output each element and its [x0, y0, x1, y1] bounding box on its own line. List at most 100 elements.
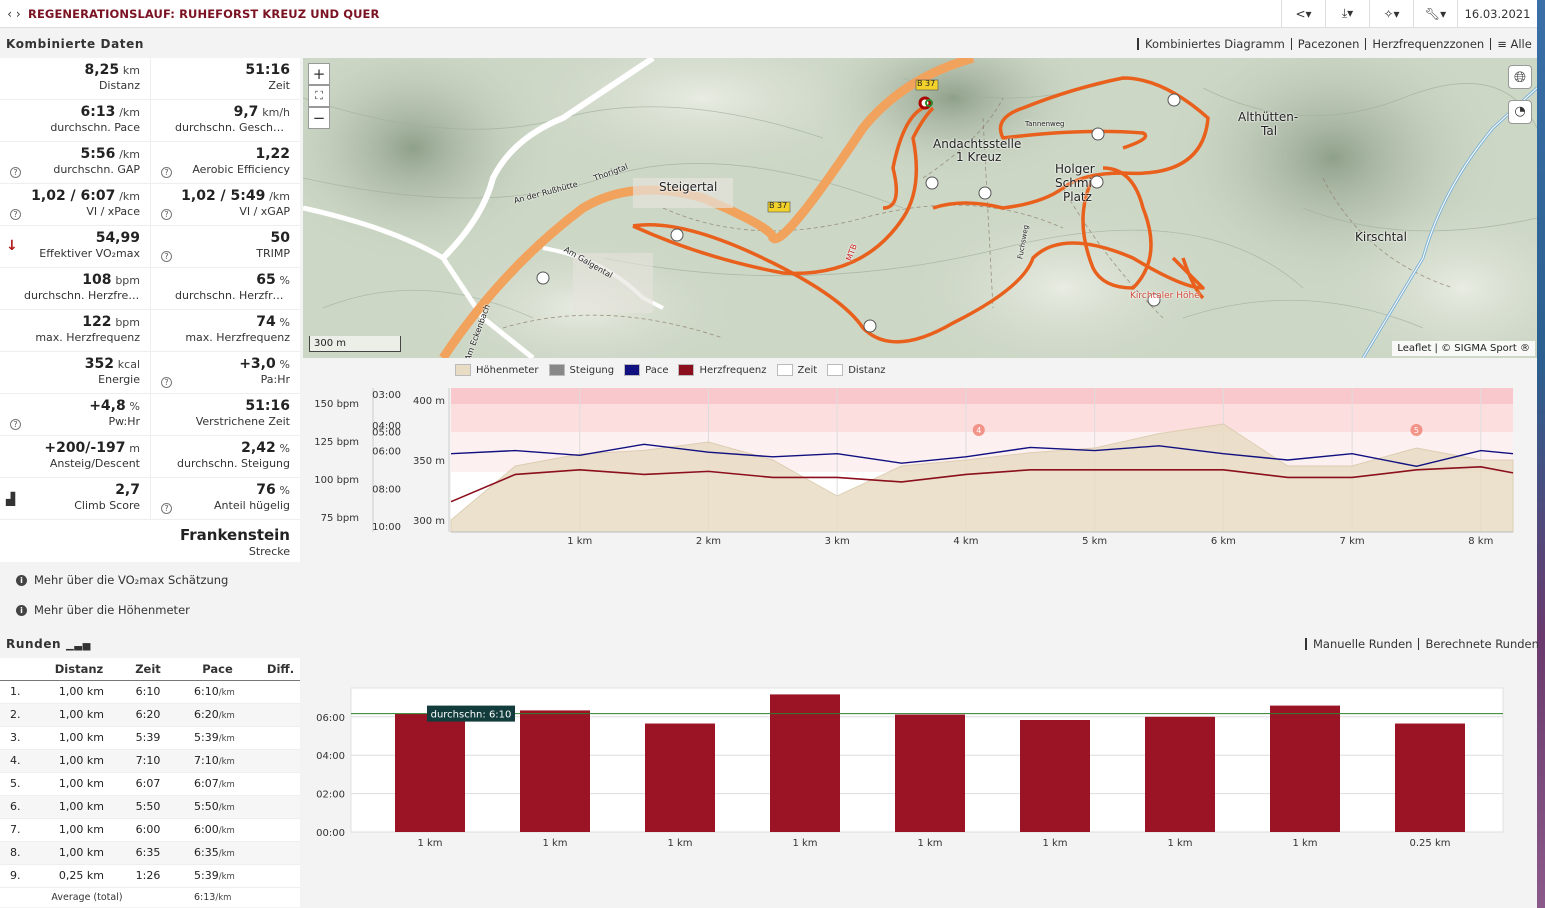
lap-bar[interactable]	[645, 723, 715, 832]
lap-bar[interactable]	[1145, 716, 1215, 832]
tab-calculated-laps[interactable]: Berechnete Runden	[1418, 638, 1544, 650]
lap-row[interactable]: 8. 1,00 km 6:35 6:35/km	[0, 841, 300, 865]
lap-row[interactable]: 9. 0,25 km 1:26 5:39/km	[0, 864, 300, 888]
help-icon[interactable]: ?	[161, 167, 172, 178]
hr-tick-label: 125 bpm	[314, 437, 359, 448]
fullscreen-button[interactable]: ⛶	[308, 85, 330, 107]
combined-data-header: Kombinierte Daten	[6, 37, 144, 51]
map-attribution[interactable]: Leaflet | © SIGMA Sport ®	[1392, 341, 1535, 356]
shoe-name[interactable]: Frankenstein	[179, 526, 290, 544]
help-icon[interactable]: ?	[10, 419, 21, 430]
lap-bar[interactable]	[1020, 720, 1090, 832]
legend-label: Herzfrequenz	[699, 364, 767, 376]
map-scale: 300 m	[309, 336, 401, 352]
stat-label: durchschn. Steigung	[177, 457, 290, 470]
lap-bar[interactable]	[895, 714, 965, 832]
help-icon[interactable]: ?	[161, 209, 172, 220]
zoom-out-button[interactable]: −	[308, 107, 330, 129]
legend-label: Distanz	[848, 364, 886, 376]
pace-tick-label: 04:00	[372, 421, 401, 432]
col-time[interactable]: Zeit	[122, 658, 174, 681]
lap-row[interactable]: 3. 1,00 km 5:39 5:39/km	[0, 726, 300, 750]
lap-bar[interactable]	[770, 694, 840, 832]
stat-label: Aerobic Efficiency	[192, 163, 290, 176]
share-button[interactable]: <▾	[1281, 0, 1325, 28]
stat-unit: /km	[119, 106, 140, 119]
legend-item[interactable]: Zeit	[776, 364, 817, 376]
lap-row[interactable]: 1. 1,00 km 6:10 6:10/km	[0, 680, 300, 704]
map-label-b37-north: B 37	[917, 79, 936, 88]
combined-chart-svg: 150 bpm 125 bpm 100 bpm 75 bpm 03:00 04:0005:…	[314, 388, 1514, 547]
stat-label: durchschn. Geschwin...	[175, 121, 290, 134]
stat-cell: 51:16 Verstrichene Zeit	[150, 394, 300, 435]
altitude-tick-label: 400 m	[413, 396, 445, 407]
elevation-info-link[interactable]: i Mehr über die Höhenmeter	[16, 603, 190, 617]
bar-chart-icon[interactable]: ▁▃▅	[65, 640, 91, 651]
chevron-right-icon[interactable]: ›	[15, 6, 21, 21]
stat-cell: 76 % Anteil hügelig?	[150, 478, 300, 519]
lap-row[interactable]: 5. 1,00 km 6:07 6:07/km	[0, 772, 300, 796]
y-tick-label: 06:00	[316, 713, 345, 724]
download-button[interactable]: ⤓▾	[1325, 0, 1369, 28]
lap-distance: 1,00 km	[36, 818, 122, 842]
help-icon[interactable]: ?	[161, 251, 172, 262]
stat-label: durchschn. Pace	[50, 121, 140, 134]
lap-bar-chart[interactable]: 00:00 02:00 04:00 06:00 1 km 1 km 1 km 1 km 1 km…	[303, 680, 1537, 860]
tab-pace-zones[interactable]: Pacezonen	[1290, 38, 1366, 50]
stat-cell: 1,22 Aerobic Efficiency?	[150, 142, 300, 183]
lap-bar[interactable]	[1270, 705, 1340, 832]
legend-item[interactable]: Herzfrequenz	[678, 364, 767, 376]
x-tick-label: 1 km	[1042, 838, 1067, 849]
lap-index: 4.	[0, 749, 36, 773]
shoe-row[interactable]: Frankenstein Strecke	[0, 520, 300, 562]
lap-diff	[261, 841, 300, 865]
distance-tick-label: 8 km	[1468, 536, 1493, 547]
lap-distance: 0,25 km	[36, 864, 122, 888]
col-distance[interactable]: Distanz	[36, 658, 122, 681]
area-chart-icon[interactable]: ▟	[6, 492, 16, 506]
x-tick-label: 1 km	[792, 838, 817, 849]
lap-bar[interactable]	[520, 710, 590, 832]
tab-combined-chart[interactable]: Kombiniertes Diagramm	[1137, 38, 1291, 50]
x-tick-label: 1 km	[917, 838, 942, 849]
legend-item[interactable]: Höhenmeter	[455, 364, 539, 376]
combined-chart[interactable]: Höhenmeter Steigung Pace Herzfrequenz Zeit Di…	[303, 360, 1537, 555]
help-icon[interactable]: ?	[10, 209, 21, 220]
stat-row: 108 bpm durchschn. Herzfrequ... 65 % durchs…	[0, 268, 300, 310]
legend-item[interactable]: Pace	[624, 364, 668, 376]
magic-wand-button[interactable]: ✧▾	[1369, 0, 1413, 28]
stat-value: 5:56	[80, 146, 116, 162]
lap-row[interactable]: 4. 1,00 km 7:10 7:10/km	[0, 749, 300, 773]
tab-all[interactable]: ≡ Alle	[1490, 38, 1538, 50]
lap-row[interactable]: 7. 1,00 km 6:00 6:00/km	[0, 818, 300, 842]
lap-bar[interactable]	[1395, 723, 1465, 832]
col-diff[interactable]: Diff.	[261, 658, 300, 681]
lap-average-row: Average (total) 6:13/km	[0, 886, 300, 907]
stat-cell: 352 kcal Energie	[0, 352, 150, 393]
back-forward-nav[interactable]: ‹ ›	[0, 7, 28, 21]
map-speed-button[interactable]: ◔	[1508, 100, 1532, 124]
vo2max-info-link[interactable]: i Mehr über die VO₂max Schätzung	[16, 573, 228, 587]
lap-row[interactable]: 6. 1,00 km 5:50 5:50/km	[0, 795, 300, 819]
col-pace[interactable]: Pace	[174, 658, 262, 681]
help-icon[interactable]: ?	[10, 167, 21, 178]
x-tick-label: 1 km	[1167, 838, 1192, 849]
legend-item[interactable]: Steigung	[548, 364, 614, 376]
stat-label: durchschn. GAP	[53, 163, 140, 176]
chevron-left-icon[interactable]: ‹	[7, 6, 13, 21]
map-layers-button[interactable]: 🌐︎	[1508, 65, 1532, 89]
tab-manual-laps[interactable]: Manuelle Runden	[1305, 638, 1418, 650]
help-icon[interactable]: ?	[161, 503, 172, 514]
stat-cell: 108 bpm durchschn. Herzfrequ...	[0, 268, 150, 309]
help-icon[interactable]: ?	[161, 377, 172, 388]
zoom-in-button[interactable]: +	[308, 63, 330, 85]
tab-hr-zones[interactable]: Herzfrequenzzonen	[1365, 38, 1490, 50]
lap-row[interactable]: 2. 1,00 km 6:20 6:20/km	[0, 703, 300, 727]
lap-bar[interactable]	[395, 713, 465, 832]
wrench-button[interactable]: 🔧︎▾	[1413, 0, 1457, 28]
speedometer-icon: ◔	[1514, 104, 1526, 119]
map-label-b37-south: B 37	[769, 201, 788, 210]
route-map[interactable]: + ⛶ − 🌐︎ ◔ Steigertal Andachtsstelle 1 K…	[303, 58, 1537, 358]
stat-label: Energie	[98, 373, 140, 386]
legend-item[interactable]: Distanz	[827, 364, 886, 376]
